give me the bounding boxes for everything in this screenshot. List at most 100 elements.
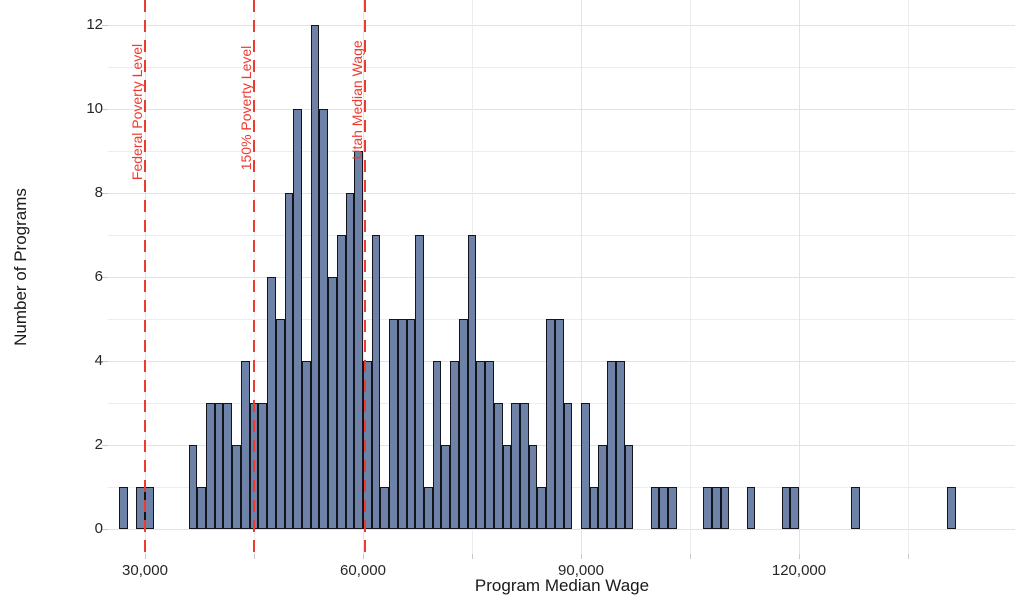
- histogram-bar: [450, 361, 459, 529]
- minor-gridline-horizontal: [108, 67, 1015, 68]
- reference-line: [252, 0, 256, 554]
- y-axis-tick: [102, 277, 108, 278]
- histogram-bar: [659, 487, 669, 529]
- reference-line: [363, 0, 367, 554]
- histogram-bar: [336, 235, 346, 529]
- x-axis-tick: [145, 554, 146, 559]
- x-axis-tick: [472, 554, 473, 559]
- x-axis-tick: [254, 554, 255, 559]
- histogram-bar: [354, 151, 363, 529]
- minor-gridline-vertical: [690, 0, 691, 554]
- histogram-bar: [598, 445, 608, 529]
- x-tick-label: 60,000: [340, 562, 386, 579]
- histogram-bar: [223, 403, 233, 529]
- histogram-bar: [301, 361, 311, 529]
- histogram-bar: [424, 487, 433, 529]
- x-tick-label: 90,000: [558, 562, 604, 579]
- y-axis-tick: [102, 25, 108, 26]
- y-axis-tick: [102, 529, 108, 530]
- histogram-bar: [397, 319, 407, 529]
- histogram-bar: [363, 361, 372, 529]
- histogram-bar: [345, 193, 355, 529]
- histogram-bar: [197, 487, 207, 529]
- major-gridline-horizontal: [108, 25, 1015, 26]
- x-tick-label: 120,000: [771, 562, 827, 579]
- histogram-bar: [537, 487, 547, 529]
- y-axis-title: Number of Programs: [11, 188, 30, 346]
- histogram-bar: [851, 487, 861, 529]
- x-tick-label: 30,000: [122, 562, 168, 579]
- histogram-bar: [214, 403, 224, 529]
- histogram-bar: [415, 235, 425, 529]
- major-gridline-horizontal: [108, 193, 1015, 194]
- histogram-bar: [310, 25, 320, 529]
- histogram-bar: [441, 445, 451, 529]
- y-axis-tick: [102, 445, 108, 446]
- histogram-bar: [668, 487, 677, 529]
- histogram-bar: [319, 109, 329, 529]
- histogram-bar: [389, 319, 398, 529]
- x-axis-tick: [581, 554, 582, 559]
- histogram-bar: [703, 487, 712, 529]
- histogram-bar: [607, 361, 616, 529]
- histogram-bar: [432, 361, 442, 529]
- histogram-bar: [118, 487, 128, 529]
- histogram-bar: [467, 235, 477, 529]
- histogram-bar: [624, 445, 634, 529]
- major-gridline-horizontal: [108, 277, 1015, 278]
- histogram-bar: [458, 319, 468, 529]
- histogram-bar: [947, 487, 956, 529]
- y-axis-tick: [102, 361, 108, 362]
- histogram-bar: [546, 319, 555, 529]
- histogram-bar: [790, 487, 799, 529]
- y-tick-label: 8: [94, 184, 103, 201]
- histogram-bar: [267, 277, 276, 529]
- y-axis-tick: [102, 193, 108, 194]
- histogram-bar: [188, 445, 198, 529]
- histogram-bar: [554, 319, 564, 529]
- y-tick-label: 4: [94, 352, 103, 369]
- y-tick-label: 2: [94, 436, 103, 453]
- x-axis-tick: [690, 554, 691, 559]
- major-gridline-vertical: [363, 0, 364, 554]
- histogram-bar: [406, 319, 416, 529]
- histogram-bar: [711, 487, 721, 529]
- y-tick-label: 10: [86, 100, 103, 117]
- histogram-bar: [145, 487, 154, 529]
- y-tick-label: 6: [94, 268, 103, 285]
- histogram-bar: [720, 487, 730, 529]
- major-gridline-vertical: [799, 0, 800, 554]
- histogram-bar: [615, 361, 625, 529]
- histogram-bar: [380, 487, 390, 529]
- histogram-bar: [502, 445, 512, 529]
- x-axis-tick: [908, 554, 909, 559]
- histogram-bar: [293, 109, 302, 529]
- histogram-bar: [275, 319, 285, 529]
- histogram-bar: [240, 361, 250, 529]
- y-tick-label: 12: [86, 16, 103, 33]
- histogram-bar: [328, 277, 337, 529]
- major-gridline-horizontal: [108, 529, 1015, 530]
- histogram-bar: [511, 403, 520, 529]
- histogram-bar: [519, 403, 529, 529]
- reference-line-label: Federal Poverty Level: [128, 43, 145, 181]
- histogram-bar: [581, 403, 590, 529]
- y-axis-tick: [102, 109, 108, 110]
- minor-gridline-horizontal: [108, 151, 1015, 152]
- major-gridline-vertical: [581, 0, 582, 554]
- minor-gridline-vertical: [908, 0, 909, 554]
- x-axis-title: Program Median Wage: [474, 576, 650, 595]
- histogram-bar: [589, 487, 599, 529]
- histogram-bar: [746, 487, 756, 529]
- histogram-bar: [284, 193, 294, 529]
- x-axis-tick: [363, 554, 364, 559]
- histogram-bar: [371, 235, 381, 529]
- histogram-bar: [206, 403, 215, 529]
- histogram-bar: [258, 403, 268, 529]
- histogram-bar: [650, 487, 660, 529]
- reference-line-label: 150% Poverty Level: [237, 45, 254, 171]
- minor-gridline-horizontal: [108, 235, 1015, 236]
- histogram-bar: [528, 445, 538, 529]
- y-tick-label: 0: [94, 520, 103, 537]
